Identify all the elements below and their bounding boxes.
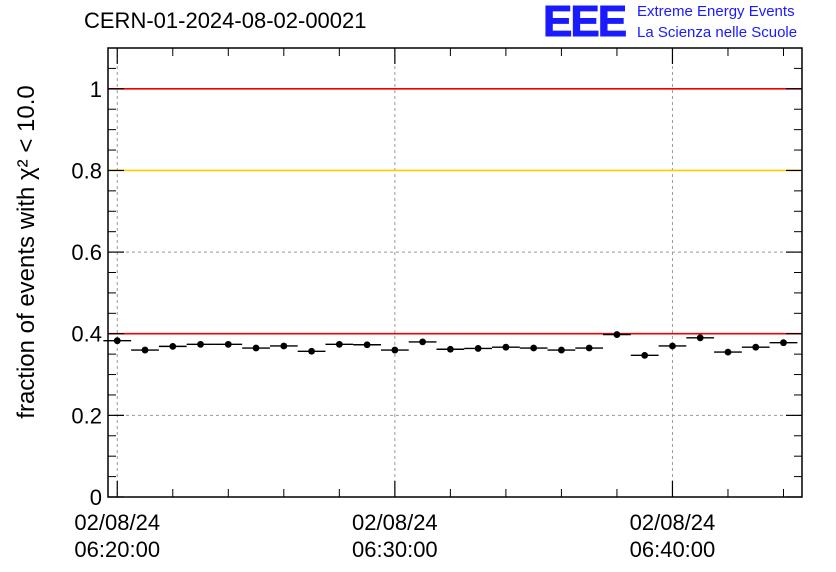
data-point: [613, 331, 621, 338]
data-point: [363, 341, 371, 349]
x-tick-label-date: 02/08/24: [352, 510, 438, 535]
x-tick-label-time: 06:30:00: [352, 537, 438, 562]
x-tick-label-time: 06:20:00: [74, 537, 160, 562]
reference-lines: [108, 88, 802, 335]
logo-line-2: La Scienza nelle Scuole: [637, 24, 798, 41]
data-point: [419, 338, 427, 346]
data-point: [502, 343, 510, 351]
data-point: [669, 342, 676, 350]
y-tick-label: 0.2: [71, 403, 102, 428]
data-series: [103, 331, 798, 359]
eee-logo: EEE Extreme Energy Events La Scienza nel…: [542, 0, 833, 47]
data-point: [113, 337, 121, 345]
y-axis-label: fraction of events with χ² < 10.0: [13, 85, 40, 418]
logo-line-1: Extreme Energy Events: [637, 3, 795, 20]
data-point: [724, 348, 732, 356]
data-point: [308, 347, 315, 355]
data-point: [474, 345, 482, 352]
axes: 00.20.40.60.8102/08/2406:20:0002/08/2406…: [71, 47, 802, 562]
y-tick-label: 0: [90, 485, 102, 510]
y-tick-label: 0.4: [71, 322, 102, 347]
data-point: [391, 346, 399, 354]
data-point: [280, 342, 288, 350]
chart-title: CERN-01-2024-08-02-00021: [84, 8, 367, 33]
data-point: [141, 346, 149, 354]
y-tick-label: 0.8: [71, 158, 102, 183]
data-point: [558, 346, 565, 354]
data-point: [197, 340, 204, 348]
x-tick-label-time: 06:40:00: [630, 537, 716, 562]
data-point: [752, 343, 760, 351]
data-point: [169, 342, 177, 350]
grid-lines: [108, 48, 802, 497]
y-tick-label: 0.6: [71, 240, 102, 265]
data-point: [780, 339, 787, 347]
data-point: [530, 344, 538, 352]
data-point: [224, 340, 232, 348]
x-tick-label-date: 02/08/24: [74, 510, 160, 535]
logo-mark: EEE: [542, 0, 627, 47]
data-point: [641, 351, 649, 359]
data-point: [335, 340, 343, 348]
y-tick-label: 1: [90, 77, 102, 102]
data-point: [696, 334, 704, 342]
data-point: [252, 344, 260, 352]
x-tick-label-date: 02/08/24: [630, 510, 716, 535]
data-point: [446, 345, 454, 353]
data-point: [585, 344, 593, 352]
plot-frame: [107, 47, 803, 498]
